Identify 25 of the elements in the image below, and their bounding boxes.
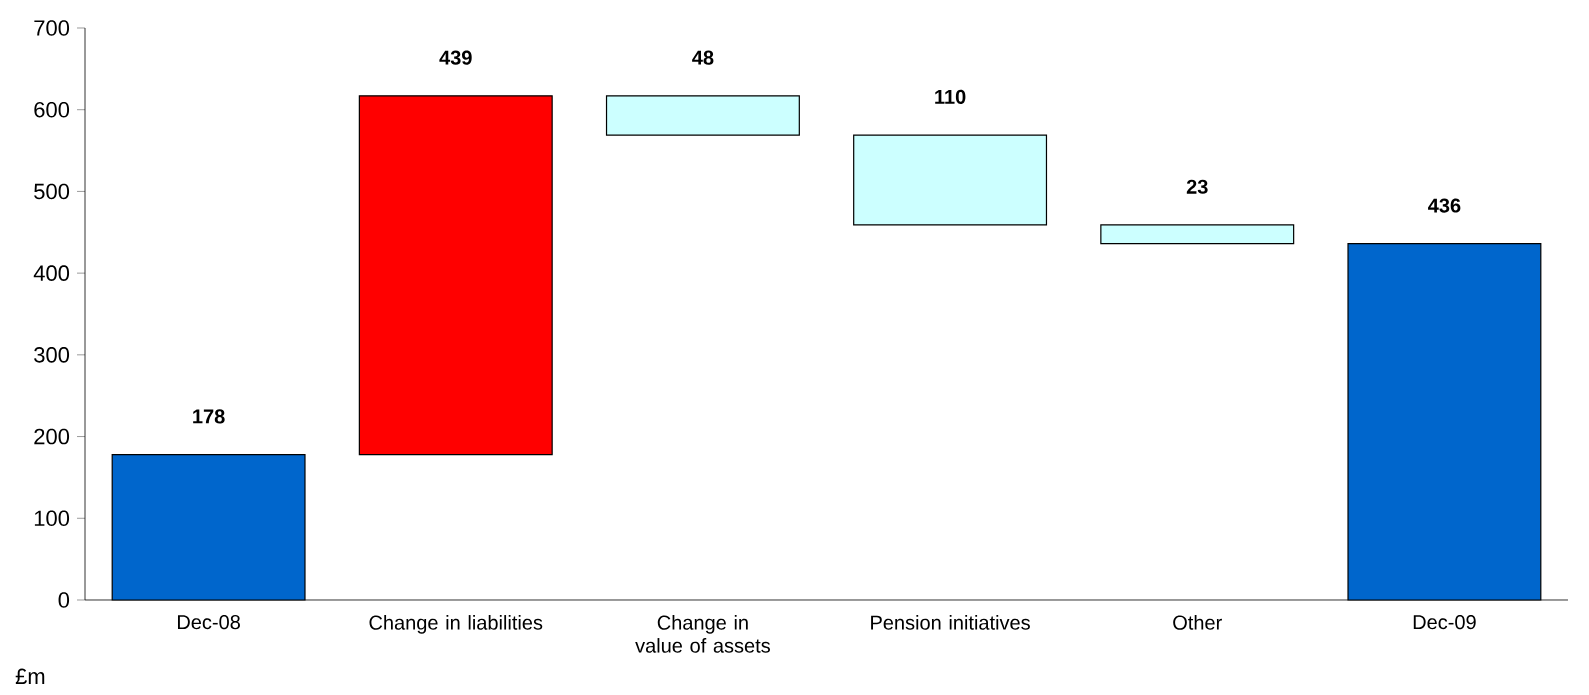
bar [605,95,800,136]
y-tick-label: 700 [34,20,70,36]
text: £m [15,668,45,684]
data-label: 23 [1186,179,1208,194]
data-label: 439 [439,50,472,65]
y-tick-label: 100 [34,510,70,527]
x-tick-label: Other [1173,615,1222,630]
bar [358,95,553,456]
x-tick-label: Dec-09 [1413,615,1476,630]
y-tick-label: 400 [33,265,70,281]
y-tick-label: 200 [34,428,70,445]
y-tick-label: 300 [34,347,70,363]
bar [853,134,1048,226]
x-tick-label: Dec-08 [177,615,240,630]
data-label: 178 [193,409,225,424]
y-tick-label: 500 [34,183,70,200]
bar [1100,224,1295,245]
y-tick-label: 0 [58,592,70,608]
x-tick-label: Change in liabilities [369,615,543,634]
x-tick-label: Change in value of assets [635,615,770,653]
data-label: 110 [935,89,966,104]
x-tick-label: Pension initiatives [871,615,1030,630]
data-label: 436 [1428,198,1461,213]
y-tick-label: 600 [34,101,70,118]
data-label: 48 [692,50,714,65]
